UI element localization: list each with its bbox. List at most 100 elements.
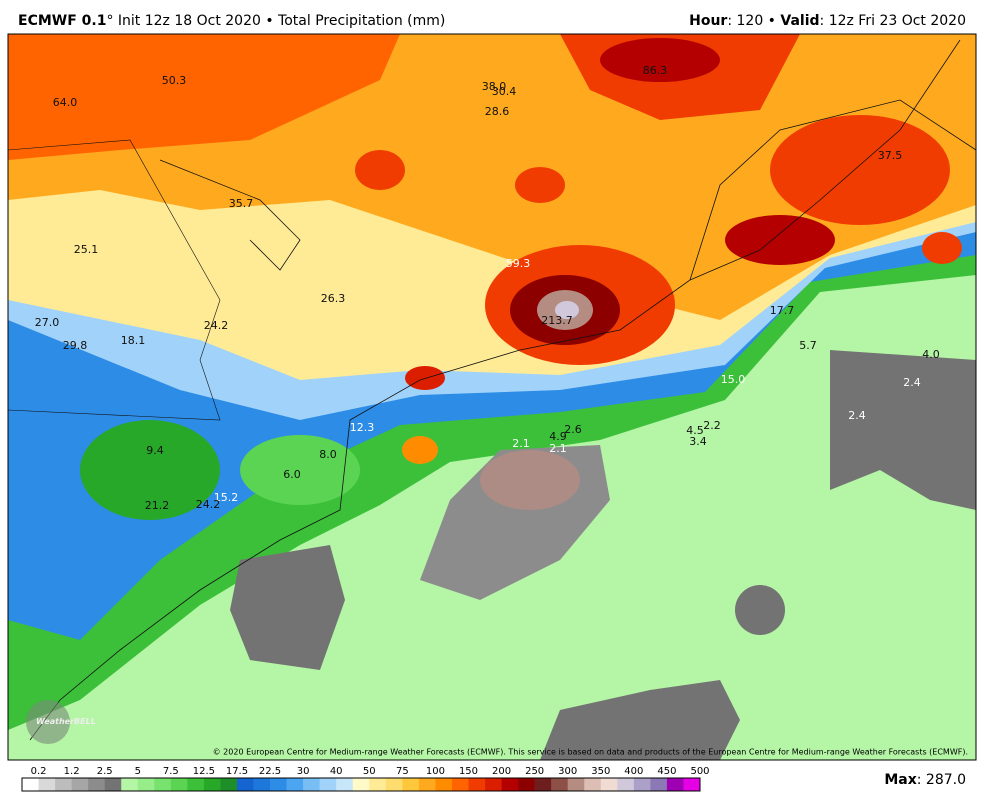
color-swatch: [286, 778, 304, 791]
colorbar-label: 150: [459, 766, 478, 777]
point-label: 15.2: [214, 491, 239, 504]
point-label: 4.9: [549, 430, 567, 443]
color-swatch: [418, 778, 436, 791]
color-swatch: [666, 778, 684, 791]
point-label: 25.1: [74, 243, 99, 256]
border: [159, 159, 301, 271]
point-label: 2.2: [703, 419, 721, 432]
run-info: ° Init 12z 18 Oct 2020 • Total Precipita…: [106, 13, 445, 29]
colorbar-label: 350: [591, 766, 610, 777]
color-swatch: [435, 778, 453, 791]
colorbar-label: 0.2: [31, 766, 47, 777]
green-patch: [240, 435, 360, 505]
point-labels: 64.0 50.3 86.3 38.0 30.4 28.6 37.5 35.7 …: [35, 64, 940, 512]
colorbar-label: 75: [396, 766, 409, 777]
red-area: [405, 366, 445, 390]
color-swatch: [451, 778, 469, 791]
colorbar-label: 7.5: [163, 766, 179, 777]
colorbar-frame: [21, 777, 701, 792]
point-label: 38.0: [482, 80, 507, 93]
point-label: 28.6: [485, 105, 510, 118]
color-swatch: [567, 778, 585, 791]
point-label: 15.0: [721, 373, 746, 386]
dark-red-area: [725, 215, 835, 265]
point-label: 17.7: [770, 304, 795, 317]
point-label: 4.5: [686, 424, 704, 437]
peak-center: [555, 301, 579, 319]
color-swatch: [303, 778, 320, 791]
max-value: Max: 287.0: [884, 772, 966, 788]
point-label: 27.0: [35, 316, 60, 329]
color-swatch: [121, 778, 139, 791]
color-swatch: [518, 778, 535, 791]
point-label: 9.4: [146, 444, 164, 457]
point-label: 30.4: [492, 85, 517, 98]
color-swatch: [236, 778, 254, 791]
colorbar-label: 450: [657, 766, 676, 777]
border: [689, 39, 961, 281]
color-swatch: [170, 778, 188, 791]
point-label: 2.1: [512, 437, 530, 450]
colorbar-label: 200: [492, 766, 511, 777]
colorbar-label: 5: [135, 766, 141, 777]
max-label: Max: [884, 772, 916, 788]
colorbar-label: 300: [558, 766, 577, 777]
color-swatch: [336, 778, 354, 791]
point-label: 4.0: [922, 348, 940, 361]
logo: WeatherBELL: [36, 717, 96, 726]
gray-area: [540, 680, 740, 760]
border: [8, 139, 221, 421]
colorbar-label: 500: [690, 766, 709, 777]
color-swatch: [352, 778, 370, 791]
colorbar-label: 50: [363, 766, 376, 777]
point-label: 3.4: [689, 435, 707, 448]
colorbar-label: 100: [426, 766, 445, 777]
copyright: © 2020 European Centre for Medium-range …: [213, 748, 968, 757]
red-area: [355, 150, 405, 190]
point-label: 6.0: [283, 468, 301, 481]
color-swatch: [485, 778, 502, 791]
point-label: 213.7: [541, 314, 573, 327]
gray-center: [480, 450, 580, 510]
hour-value: : 120 •: [727, 13, 780, 29]
map: 64.0 50.3 86.3 38.0 30.4 28.6 37.5 35.7 …: [7, 33, 977, 761]
coastline: [8, 34, 976, 741]
point-label: 2.6: [564, 423, 582, 436]
point-label: 21.2: [145, 499, 170, 512]
color-swatch: [154, 778, 172, 791]
red-area: [8, 34, 400, 160]
point-label: 5.7: [799, 339, 817, 352]
point-label: 2.4: [903, 376, 921, 389]
color-swatch: [270, 778, 287, 791]
color-swatch: [22, 778, 39, 791]
color-swatch: [137, 778, 155, 791]
hour-label: Hour: [689, 13, 727, 29]
gray-area: [230, 545, 345, 670]
color-swatch: [253, 778, 271, 791]
color-swatch: [88, 778, 105, 791]
color-swatch: [220, 778, 238, 791]
point-label: 2.4: [848, 409, 866, 422]
gray-area: [830, 350, 976, 510]
color-swatch: [683, 778, 701, 791]
valid-value: : 12z Fri 23 Oct 2020: [820, 13, 966, 29]
header-left: ECMWF 0.1° Init 12z 18 Oct 2020 • Total …: [18, 13, 445, 29]
model-name: ECMWF 0.1: [18, 13, 106, 29]
color-swatch: [71, 778, 89, 791]
color-swatch: [633, 778, 651, 791]
red-area: [922, 232, 962, 264]
point-label: 29.8: [63, 339, 88, 352]
point-label: 2.1: [549, 442, 567, 455]
colorbar: 0.2 1.2 2.5 5 7.5 12.5 17.5 22.5 30 40 50 75 100 150 2…: [21, 766, 710, 792]
color-swatch: [617, 778, 635, 791]
color-swatch: [468, 778, 486, 791]
colorbar-label: 250: [525, 766, 544, 777]
orange-area: [402, 436, 438, 464]
red-area: [515, 167, 565, 203]
color-swatch: [55, 778, 72, 791]
colorbar-label: 22.5: [259, 766, 281, 777]
colorbar-label: 400: [624, 766, 643, 777]
color-swatch: [650, 778, 668, 791]
map-field: [8, 34, 976, 760]
logo-mark: [26, 700, 70, 744]
